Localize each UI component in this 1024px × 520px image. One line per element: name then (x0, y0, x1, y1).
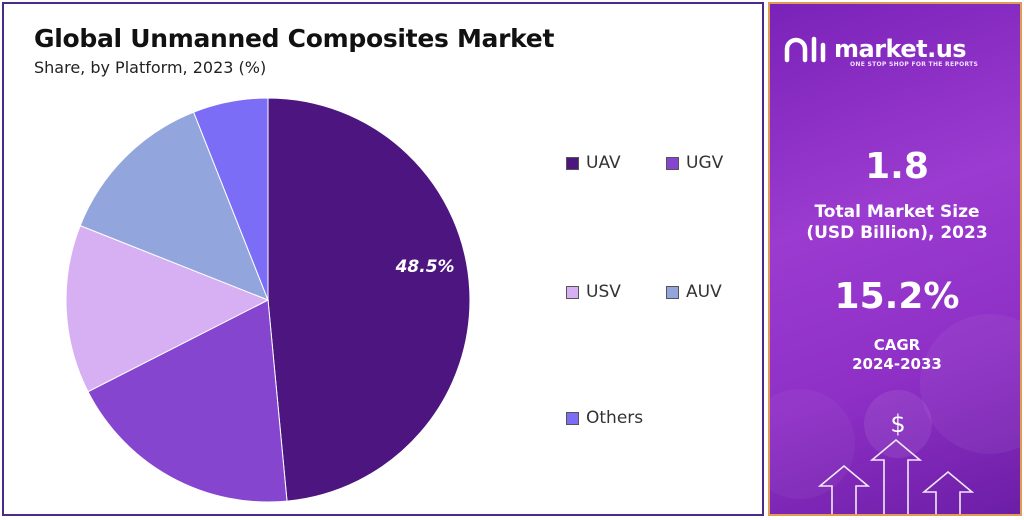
legend-item-auv: AUV (666, 282, 722, 302)
market-size-label-line2: (USD Billion), 2023 (806, 223, 988, 244)
brand-name: market.us (834, 35, 967, 63)
market-size-label-line1: Total Market Size (814, 202, 980, 222)
legend-label-uav: UAV (586, 153, 621, 173)
legend-label-ugv: UGV (686, 153, 724, 173)
cagr-value: 15.2% (834, 276, 960, 317)
pie-slice-auv (79, 111, 269, 301)
legend-swatch-auv (666, 285, 679, 299)
pie-slice-ugv (87, 299, 288, 503)
background-decoration: $ (770, 314, 1020, 514)
pie-slice-uav (267, 97, 471, 502)
stats-panel: $ market.us ONE STOP SHOP FOR THE REPORT… (768, 2, 1022, 516)
market-size-value: 1.8 (865, 146, 929, 187)
legend-label-others: Others (586, 408, 644, 428)
data-label-uav: 48.5% (395, 257, 455, 277)
legend-swatch-usv (566, 285, 579, 299)
dollar-icon: $ (890, 410, 905, 438)
cagr-label-line1: CAGR (873, 336, 921, 354)
market-us-logo-icon (784, 36, 826, 63)
legend-label-auv: AUV (686, 282, 722, 302)
legend-swatch-others (566, 411, 579, 425)
legend-label-usv: USV (586, 282, 621, 302)
chart-title: Global Unmanned Composites Market (34, 24, 555, 53)
pie-chart: 48.5% (65, 97, 471, 503)
legend-item-usv: USV (566, 282, 621, 302)
legend-item-ugv: UGV (666, 153, 723, 173)
growth-arrows-icon (817, 438, 975, 514)
legend-item-uav: UAV (566, 153, 621, 173)
legend-item-others: Others (566, 408, 643, 428)
brand: market.us (784, 34, 967, 64)
market-size-label: Total Market Size (USD Billion), 2023 (770, 202, 1020, 245)
pie-slice-usv (65, 224, 270, 393)
chart-subtitle: Share, by Platform, 2023 (%) (34, 58, 267, 77)
cagr-label-line2: 2024-2033 (852, 354, 942, 373)
legend-swatch-ugv (666, 156, 679, 170)
pie-slice-others (192, 97, 269, 301)
cagr-label: CAGR 2024-2033 (770, 336, 1020, 374)
brand-tagline: ONE STOP SHOP FOR THE REPORTS (850, 61, 979, 68)
legend-swatch-uav (566, 156, 579, 170)
